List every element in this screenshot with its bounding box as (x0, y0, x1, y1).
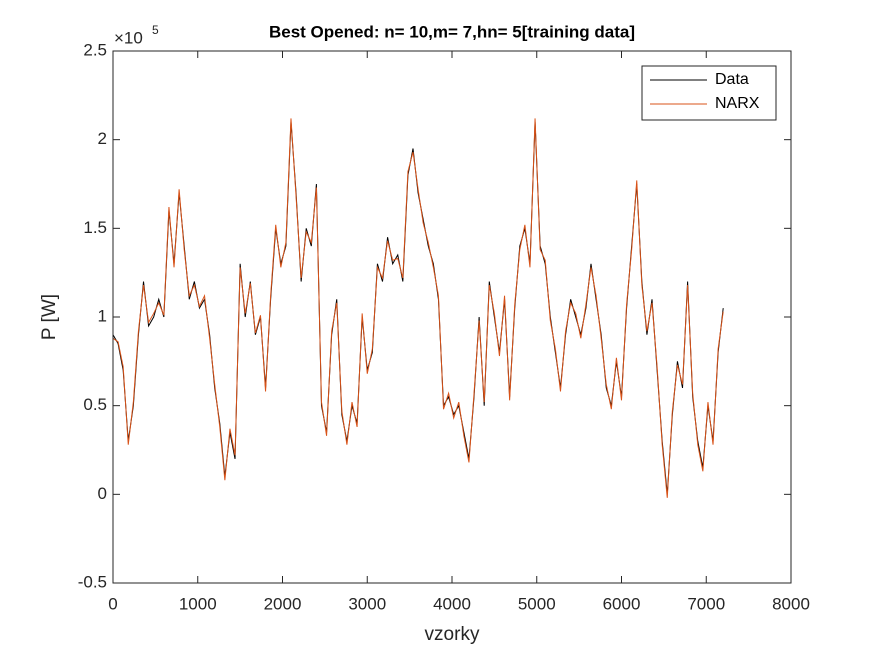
x-axis-label: vzorky (425, 624, 480, 645)
x-tick-label: 2000 (264, 594, 302, 613)
x-tick-label: 4000 (433, 594, 471, 613)
x-tick-label: 7000 (687, 594, 725, 613)
y-axis-label: P [W] (39, 294, 60, 340)
y-tick-label: 2 (98, 129, 107, 148)
x-tick-label: 5000 (518, 594, 556, 613)
y-exponent-base: ×10 (114, 28, 143, 47)
axes-box (112, 50, 792, 584)
x-tick-label: 8000 (772, 594, 810, 613)
y-tick-label: -0.5 (78, 572, 107, 591)
legend-label: Data (715, 71, 749, 88)
x-tick-label: 6000 (603, 594, 641, 613)
x-tick-label: 1000 (179, 594, 217, 613)
y-tick-label: 1 (98, 306, 107, 325)
y-tick-label: 0.5 (83, 395, 107, 414)
x-tick-label: 3000 (348, 594, 386, 613)
legend-label: NARX (715, 95, 760, 112)
series-line (112, 118, 724, 498)
plot-area (113, 51, 791, 583)
chart-title: Best Opened: n= 10,m= 7,hn= 5[training d… (269, 22, 635, 41)
y-tick-label: 0 (98, 484, 107, 503)
legend-box (641, 65, 777, 121)
x-tick-label: 0 (108, 594, 117, 613)
legend: Data NARX (641, 65, 777, 121)
y-tick-label: 2.5 (83, 40, 107, 59)
y-tick-label: 1.5 (83, 218, 107, 237)
y-exponent: 5 (152, 23, 159, 37)
